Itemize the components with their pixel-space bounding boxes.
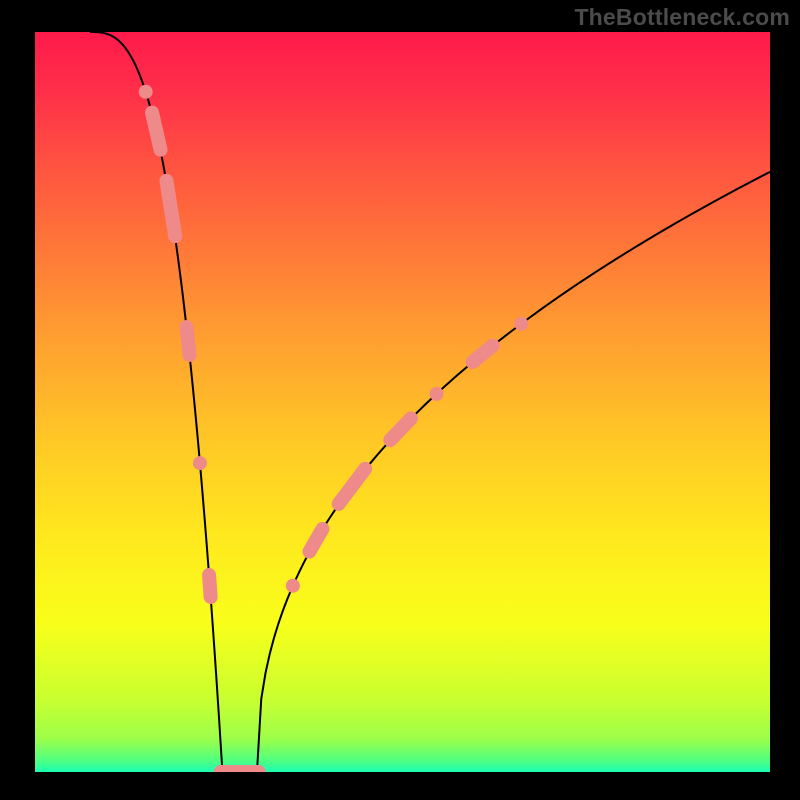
marker-pill: [187, 327, 190, 355]
marker-pill: [209, 575, 211, 597]
marker-pill: [152, 113, 161, 150]
marker-dot: [139, 85, 153, 99]
marker-dot: [193, 456, 207, 470]
watermark: TheBottleneck.com: [574, 4, 790, 31]
plot-background: [35, 32, 770, 772]
marker-pill: [166, 181, 175, 236]
marker-dot: [286, 579, 300, 593]
marker-dot: [514, 317, 528, 331]
marker-dot: [430, 387, 444, 401]
bottleneck-chart: [0, 0, 800, 800]
chart-stage: TheBottleneck.com: [0, 0, 800, 800]
